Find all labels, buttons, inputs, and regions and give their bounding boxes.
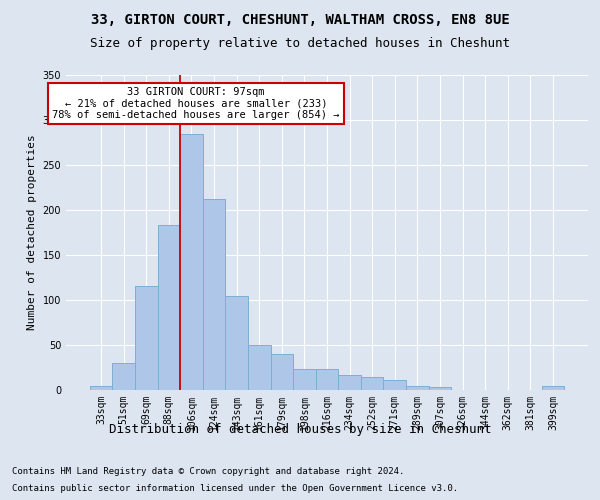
Bar <box>203 199 226 390</box>
Bar <box>226 296 248 390</box>
Bar <box>248 345 271 390</box>
Y-axis label: Number of detached properties: Number of detached properties <box>27 134 37 330</box>
Bar <box>271 354 293 390</box>
Bar <box>112 363 135 390</box>
Text: Contains HM Land Registry data © Crown copyright and database right 2024.: Contains HM Land Registry data © Crown c… <box>12 468 404 476</box>
Bar <box>158 226 180 390</box>
Bar <box>135 286 158 390</box>
Text: Size of property relative to detached houses in Cheshunt: Size of property relative to detached ho… <box>90 38 510 51</box>
Text: Distribution of detached houses by size in Cheshunt: Distribution of detached houses by size … <box>109 422 491 436</box>
Bar <box>338 374 361 390</box>
Bar <box>383 380 406 390</box>
Text: Contains public sector information licensed under the Open Government Licence v3: Contains public sector information licen… <box>12 484 458 493</box>
Bar <box>542 386 564 390</box>
Bar <box>428 388 451 390</box>
Bar <box>293 370 316 390</box>
Bar <box>361 376 383 390</box>
Bar <box>316 370 338 390</box>
Text: 33, GIRTON COURT, CHESHUNT, WALTHAM CROSS, EN8 8UE: 33, GIRTON COURT, CHESHUNT, WALTHAM CROS… <box>91 12 509 26</box>
Bar <box>406 386 428 390</box>
Text: 33 GIRTON COURT: 97sqm
← 21% of detached houses are smaller (233)
78% of semi-de: 33 GIRTON COURT: 97sqm ← 21% of detached… <box>52 86 340 120</box>
Bar <box>180 134 203 390</box>
Bar <box>90 386 112 390</box>
